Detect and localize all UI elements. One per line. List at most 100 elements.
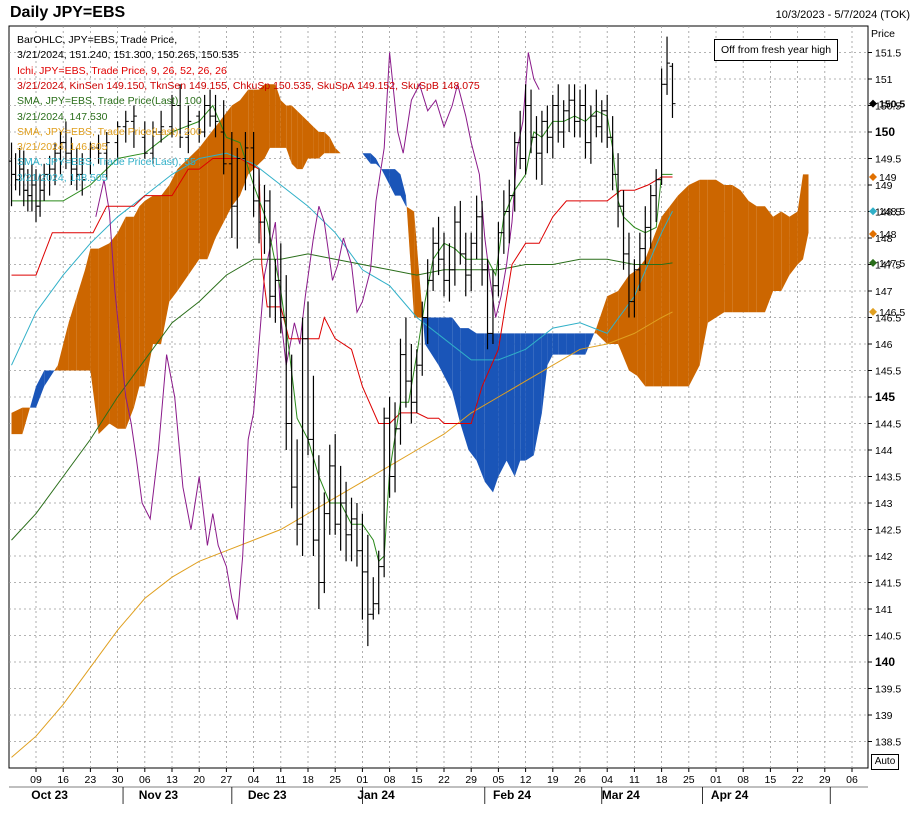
ohlc-bar [87, 142, 94, 175]
cloud-segment [153, 195, 162, 344]
price-marker-label: 149 [879, 172, 897, 184]
cloud-segment [248, 89, 254, 175]
ichimoku-cloud [11, 84, 809, 493]
y-tick-label: 139 [875, 710, 893, 722]
y-tick-label: 146.5 [875, 313, 901, 325]
cloud-segment [688, 179, 700, 387]
cloud-segment [11, 407, 23, 435]
cloud-segment [498, 333, 507, 477]
cloud-segment [259, 84, 265, 164]
price-marker [869, 172, 877, 181]
cloud-segment [269, 84, 276, 148]
x-tick-label: 01 [357, 774, 369, 786]
month-label: Dec 23 [248, 788, 287, 802]
ohlc-bar [669, 63, 676, 118]
cloud-segment [789, 211, 798, 276]
cloud-segment [335, 147, 341, 154]
cloud-segment [308, 121, 314, 159]
x-tick-label: 30 [112, 774, 124, 786]
cloud-segment [68, 296, 77, 371]
cloud-segment [406, 206, 415, 318]
cloud-segment [286, 105, 292, 164]
x-tick-label: 15 [765, 774, 777, 786]
ohlc-bar [185, 105, 192, 154]
cloud-segment [438, 317, 453, 392]
ohlc-bar [177, 84, 184, 148]
x-tick-label: 16 [57, 774, 69, 786]
x-tick-label: 22 [438, 774, 450, 786]
cloud-segment [76, 269, 85, 371]
cloud-segment [329, 137, 336, 154]
cloud-segment [44, 370, 55, 387]
cloud-segment [724, 185, 733, 313]
auto-scale-button[interactable]: Auto [871, 754, 899, 770]
cloud-segment [661, 206, 670, 387]
y-tick-label: 138.5 [875, 737, 901, 749]
x-tick-label: 15 [411, 774, 423, 786]
price-marker-label: 147.5 [879, 258, 905, 270]
cloud-segment [541, 333, 548, 413]
date-range: 10/3/2023 - 5/7/2024 (TOK) [775, 9, 910, 21]
x-tick-label: 09 [30, 774, 42, 786]
y-tick-label: 140.5 [875, 631, 901, 643]
cloud-segment [161, 185, 170, 344]
x-tick-label: 08 [737, 774, 749, 786]
cloud-segment [506, 333, 515, 477]
cloud-segment [425, 317, 439, 366]
x-tick-label: 05 [493, 774, 505, 786]
y-tick-label: 145.5 [875, 366, 901, 378]
cloud-segment [414, 211, 423, 318]
y-tick-label: 144 [875, 445, 893, 457]
x-tick-label: 27 [221, 774, 233, 786]
cloud-segment [699, 179, 708, 366]
cloud-segment [177, 158, 189, 291]
x-tick-label: 01 [710, 774, 722, 786]
cloud-segment [85, 248, 91, 371]
cloud-segment [493, 333, 499, 493]
ohlc-bar [234, 147, 241, 249]
cloud-segment [302, 116, 308, 170]
cloud-segment [22, 407, 30, 435]
price-marker-label: 150.5 [879, 99, 905, 111]
cloud-segment [169, 169, 178, 302]
cloud-segment [547, 333, 553, 366]
x-tick-label: 08 [384, 774, 396, 786]
cloud-segment [389, 169, 395, 196]
ohlc-bar [103, 132, 110, 180]
sma-line [11, 152, 673, 366]
cloud-segment [98, 243, 110, 435]
x-tick-label: 22 [792, 774, 804, 786]
cloud-segment [297, 110, 303, 170]
y-tick-label: 151.5 [875, 48, 901, 60]
price-marker [869, 207, 877, 216]
x-tick-label: 18 [656, 774, 668, 786]
cloud-segment [637, 259, 646, 387]
x-tick-label: 06 [139, 774, 151, 786]
ohlc-bar [141, 121, 148, 159]
price-marker-label: 148.5 [879, 206, 905, 218]
cloud-segment [324, 132, 330, 154]
indicator-lines [11, 52, 673, 758]
x-tick-label: 20 [193, 774, 205, 786]
cloud-segment [629, 269, 638, 376]
x-tick-label: 04 [248, 774, 260, 786]
cloud-segment [54, 365, 58, 371]
month-label: Jan 24 [357, 788, 395, 802]
cloud-segment [231, 100, 240, 207]
y-tick-label: 149 [875, 180, 893, 192]
cloud-segment [125, 216, 134, 429]
cloud-segment [452, 317, 461, 424]
y-tick-label: 147 [875, 286, 893, 298]
y-tick-label: 151 [875, 74, 893, 86]
cloud-segment [405, 195, 407, 207]
month-label: Mar 24 [602, 788, 640, 802]
x-tick-label: 25 [683, 774, 695, 786]
chikou-line [95, 52, 540, 620]
ohlc-bar [158, 110, 165, 143]
legend-line: SMA, JPY=EBS, Trade Price(Last), 55 [17, 156, 196, 169]
ohlc-bar [122, 110, 129, 143]
y-tick-label: 148 [875, 233, 893, 245]
cloud-segment [240, 89, 249, 196]
x-tick-label: 29 [819, 774, 831, 786]
